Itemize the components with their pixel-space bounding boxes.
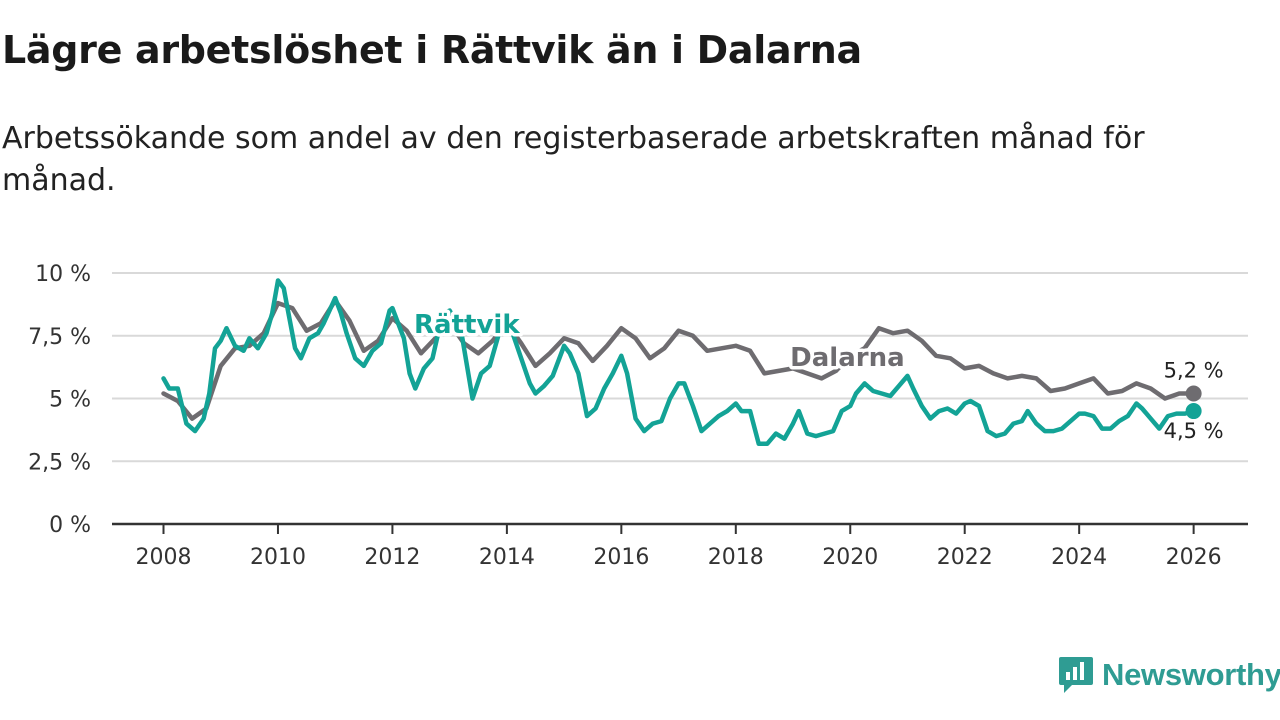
x-tick-label: 2016 [593, 545, 649, 570]
x-tick-label: 2008 [136, 545, 192, 570]
series-line-dalarna [161, 298, 1196, 421]
x-tick-label: 2010 [250, 545, 306, 570]
y-tick-label: 10 % [35, 262, 91, 287]
series-line-rattvik [161, 278, 1196, 446]
y-tick-label: 2,5 % [28, 450, 91, 475]
chart-title: Lägre arbetslöshet i Rättvik än i Dalarn… [2, 28, 862, 72]
x-tick-label: 2024 [1051, 545, 1107, 570]
x-tick-label: 2022 [937, 545, 993, 570]
y-tick-label: 7,5 % [28, 325, 91, 350]
series-label-rattvik: Rättvik [414, 310, 520, 340]
newsworthy-logo-text: Newsworthy [1102, 657, 1280, 692]
x-tick-label: 2014 [479, 545, 535, 570]
data-series [161, 278, 1202, 446]
x-tick-label: 2026 [1166, 545, 1222, 570]
y-tick-label: 5 % [49, 388, 91, 413]
series-label-dalarna: Dalarna [790, 343, 904, 373]
x-tick-label: 2012 [364, 545, 420, 570]
end-marker-dalarna [1185, 385, 1202, 402]
chart-subtitle: Arbetssökande som andel av den registerb… [2, 121, 1145, 198]
end-value-label-rattvik: 4,5 % [1164, 419, 1224, 443]
newsworthy-logo-icon [1059, 657, 1093, 693]
end-marker-rattvik [1185, 403, 1202, 420]
gridlines [112, 272, 1248, 463]
x-tick-label: 2018 [708, 545, 764, 570]
end-value-label-dalarna: 5,2 % [1164, 358, 1224, 382]
series-labels: Dalarna 5,2 % Rättvik 4,5 % [411, 307, 1227, 446]
y-axis-tick-labels: 0 % 2,5 % 5 % 7,5 % 10 % [28, 262, 91, 538]
y-tick-label: 0 % [49, 513, 91, 538]
newsworthy-logo: Newsworthy [1058, 654, 1280, 696]
x-axis: 2008 2010 2012 2014 2016 2018 2020 2022 2024 2026 [112, 522, 1248, 570]
x-tick-label: 2020 [822, 545, 878, 570]
